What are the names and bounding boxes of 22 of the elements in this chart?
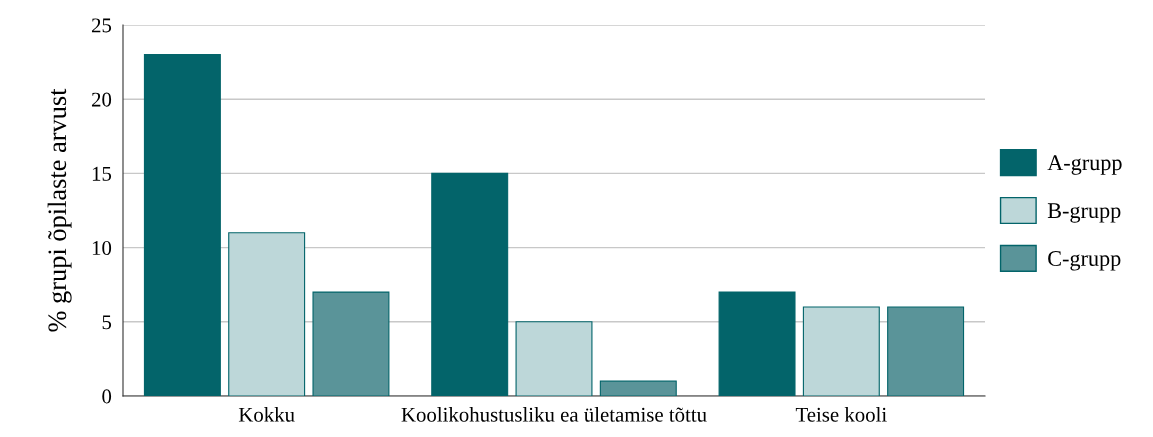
legend-label: A-grupp [1047, 155, 1122, 175]
y-tick-label: 20 [91, 92, 112, 107]
bar [887, 306, 965, 396]
x-tick-label: Teise kooli [795, 407, 887, 422]
bar [312, 291, 390, 396]
y-tick-label: 25 [91, 18, 112, 33]
bar [143, 54, 221, 396]
bar [228, 232, 306, 396]
y-tick-label: 15 [92, 166, 112, 181]
bar [718, 291, 796, 396]
legend-label: C-grupp [1048, 251, 1121, 271]
x-tick-label: Kokku [238, 407, 295, 422]
bar [599, 380, 677, 396]
bar [431, 172, 509, 396]
bar [802, 306, 880, 396]
y-tick-label: 10 [92, 240, 112, 256]
y-axis-title: % grupi õpilaste arvust [47, 88, 72, 332]
y-tick-label: 0 [102, 389, 112, 404]
legend-label: B-grupp [1047, 203, 1121, 223]
x-tick-label: Koolikohustusliku ea ületamise tõttu [401, 407, 707, 422]
y-tick-label: 5 [102, 315, 112, 330]
bar [515, 321, 593, 396]
